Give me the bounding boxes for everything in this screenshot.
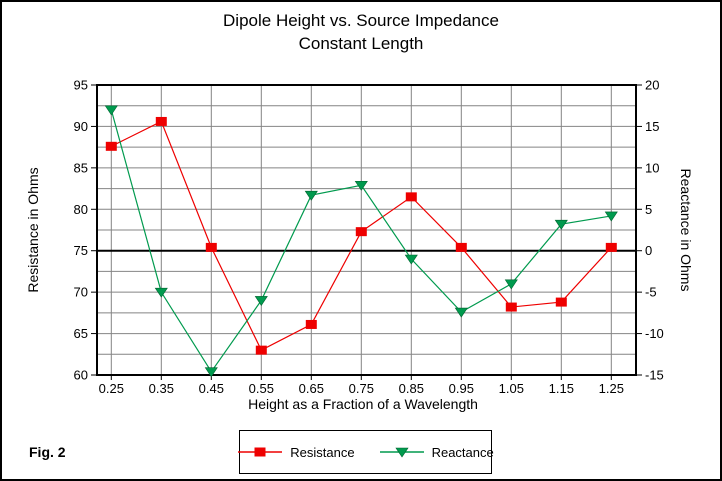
x-tick-label: 0.25 bbox=[99, 381, 124, 396]
chart-title-block: Dipole Height vs. Source Impedance Const… bbox=[2, 9, 720, 55]
left-tick-label: 90 bbox=[74, 119, 88, 134]
reactance-triangle-marker bbox=[454, 307, 468, 318]
reactance-triangle-marker bbox=[604, 211, 618, 222]
left-tick-label: 70 bbox=[74, 285, 88, 300]
right-tick-label: 5 bbox=[645, 202, 652, 217]
resistance-square-marker bbox=[254, 447, 266, 457]
resistance-square-marker bbox=[355, 227, 367, 237]
right-tick-label: 0 bbox=[645, 243, 652, 258]
x-tick-label: 0.55 bbox=[249, 381, 274, 396]
reactance-triangle-marker bbox=[304, 190, 318, 201]
series-reactance bbox=[104, 105, 618, 378]
x-tick-label: 1.25 bbox=[599, 381, 624, 396]
x-tick-label: 0.85 bbox=[399, 381, 424, 396]
left-tick-label: 85 bbox=[74, 160, 88, 175]
legend-label-reactance: Reactance bbox=[431, 444, 494, 460]
reactance-triangle-marker bbox=[354, 180, 368, 191]
right-tick-label: -10 bbox=[645, 326, 664, 341]
resistance-square-marker bbox=[205, 242, 217, 252]
x-tick-label: 0.35 bbox=[149, 381, 174, 396]
resistance-square-marker bbox=[305, 319, 317, 329]
left-tick-label: 65 bbox=[74, 326, 88, 341]
right-tick-label: -15 bbox=[645, 368, 664, 383]
right-tick-label: 20 bbox=[645, 78, 659, 93]
x-tick-label: 0.95 bbox=[449, 381, 474, 396]
right-tick-label: 10 bbox=[645, 160, 659, 175]
left-tick-label: 80 bbox=[74, 202, 88, 217]
legend-label-resistance: Resistance bbox=[290, 444, 355, 460]
reactance-triangle-marker bbox=[204, 367, 218, 378]
x-tick-label: 0.75 bbox=[349, 381, 374, 396]
chart-plot-area: 95 90 85 80 75 70 65 60 20 15 10 5 0 -5 -10 -15 0.25 0.35… bbox=[74, 78, 664, 397]
x-axis-title: Height as a Fraction of a Wavelength bbox=[248, 396, 478, 412]
left-tick-label: 60 bbox=[74, 368, 88, 383]
resistance-square-marker bbox=[255, 345, 267, 355]
right-tick-label: -5 bbox=[645, 285, 657, 300]
x-tick-label: 1.15 bbox=[549, 381, 574, 396]
series-resistance bbox=[105, 116, 617, 355]
plot-frame bbox=[96, 84, 637, 376]
reactance-triangle-marker bbox=[504, 279, 518, 290]
x-tick-label: 1.05 bbox=[499, 381, 524, 396]
resistance-square-marker bbox=[105, 141, 117, 151]
reactance-triangle-marker bbox=[254, 296, 268, 306]
right-axis-title: Reactance in Ohms bbox=[678, 168, 694, 292]
legend-item-resistance: Resistance bbox=[237, 444, 355, 460]
reactance-triangle-marker bbox=[395, 447, 409, 458]
right-tick-label: 15 bbox=[645, 119, 659, 134]
x-tick-label: 0.45 bbox=[199, 381, 224, 396]
left-tick-label: 75 bbox=[74, 243, 88, 258]
resistance-square-marker bbox=[605, 242, 617, 252]
resistance-square-marker bbox=[155, 116, 167, 126]
resistance-square-marker bbox=[405, 192, 417, 202]
resistance-square-marker bbox=[555, 297, 567, 307]
resistance-line-marker-icon bbox=[238, 447, 283, 457]
reactance-triangle-marker bbox=[404, 254, 418, 265]
figure-number-label: Fig. 2 bbox=[29, 444, 66, 460]
x-tick-label: 0.65 bbox=[299, 381, 324, 396]
left-tick-label: 95 bbox=[74, 78, 88, 93]
resistance-square-marker bbox=[455, 242, 467, 252]
reactance-triangle-marker bbox=[154, 287, 168, 298]
left-axis-title: Resistance in Ohms bbox=[25, 167, 41, 293]
chart-subtitle: Constant Length bbox=[298, 34, 424, 53]
reactance-triangle-marker bbox=[104, 105, 118, 116]
legend-item-reactance: Reactance bbox=[379, 445, 494, 460]
reactance-triangle-marker bbox=[554, 219, 568, 230]
legend: Resistance Reactance bbox=[237, 430, 494, 474]
reactance-line-marker-icon bbox=[379, 447, 424, 458]
chart-title: Dipole Height vs. Source Impedance bbox=[223, 11, 499, 30]
resistance-square-marker bbox=[505, 302, 517, 312]
